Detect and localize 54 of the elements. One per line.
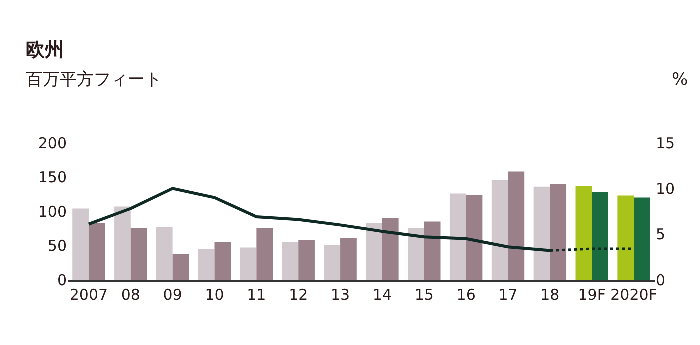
bar [576,186,592,280]
bar [550,184,567,280]
bar [382,218,399,280]
bar [298,240,315,280]
y-tick-label: 150 [38,168,67,186]
x-tick-label: 12 [289,286,308,304]
bar [156,227,173,280]
y-tick-label: 50 [48,237,67,255]
bar [324,245,341,280]
bar [534,186,550,280]
bar [256,228,274,280]
y-tick-label: 0 [57,271,67,290]
y-tick-label: 100 [38,202,67,221]
bar [450,194,466,280]
bar [340,238,357,280]
y2-tick-label: 15 [656,134,676,152]
y2-axis-title: % [672,70,688,90]
bar [592,192,608,280]
bar [466,195,483,280]
bar [198,249,215,280]
y-tick-label: 200 [38,134,67,152]
x-tick-label: 2007 [70,286,108,304]
bar [618,196,634,280]
y2-tick-label: 0 [656,271,666,290]
bar [172,254,190,280]
x-tick-label: 10 [205,286,224,304]
x-tick-label: 13 [330,286,350,304]
bar [366,223,382,280]
x-tick-label: 2020F [610,286,658,304]
x-tick-label: 15 [414,286,434,304]
bar [424,222,441,280]
x-tick-label: 08 [121,286,140,304]
bar [88,223,106,280]
bar [72,208,89,280]
x-tick-label: 18 [540,286,560,304]
bar [282,242,299,280]
chart-title: 欧州 [26,39,64,61]
x-tick-label: 11 [247,286,266,304]
y2-tick-label: 10 [656,180,676,198]
x-tick-label: 14 [372,286,392,304]
bar [492,180,508,280]
x-tick-label: 19F [578,286,606,304]
y2-tick-label: 5 [656,226,666,244]
bar [508,172,525,280]
x-tick-label: 17 [498,286,518,304]
y-axis-title: 百万平方フィート [26,70,162,90]
bar [634,198,650,280]
bar [130,228,148,280]
bar [240,248,257,280]
bar [114,206,131,280]
x-tick-label: 09 [163,286,182,304]
x-tick-label: 16 [456,286,476,304]
bar [408,228,424,280]
bar [214,242,232,280]
